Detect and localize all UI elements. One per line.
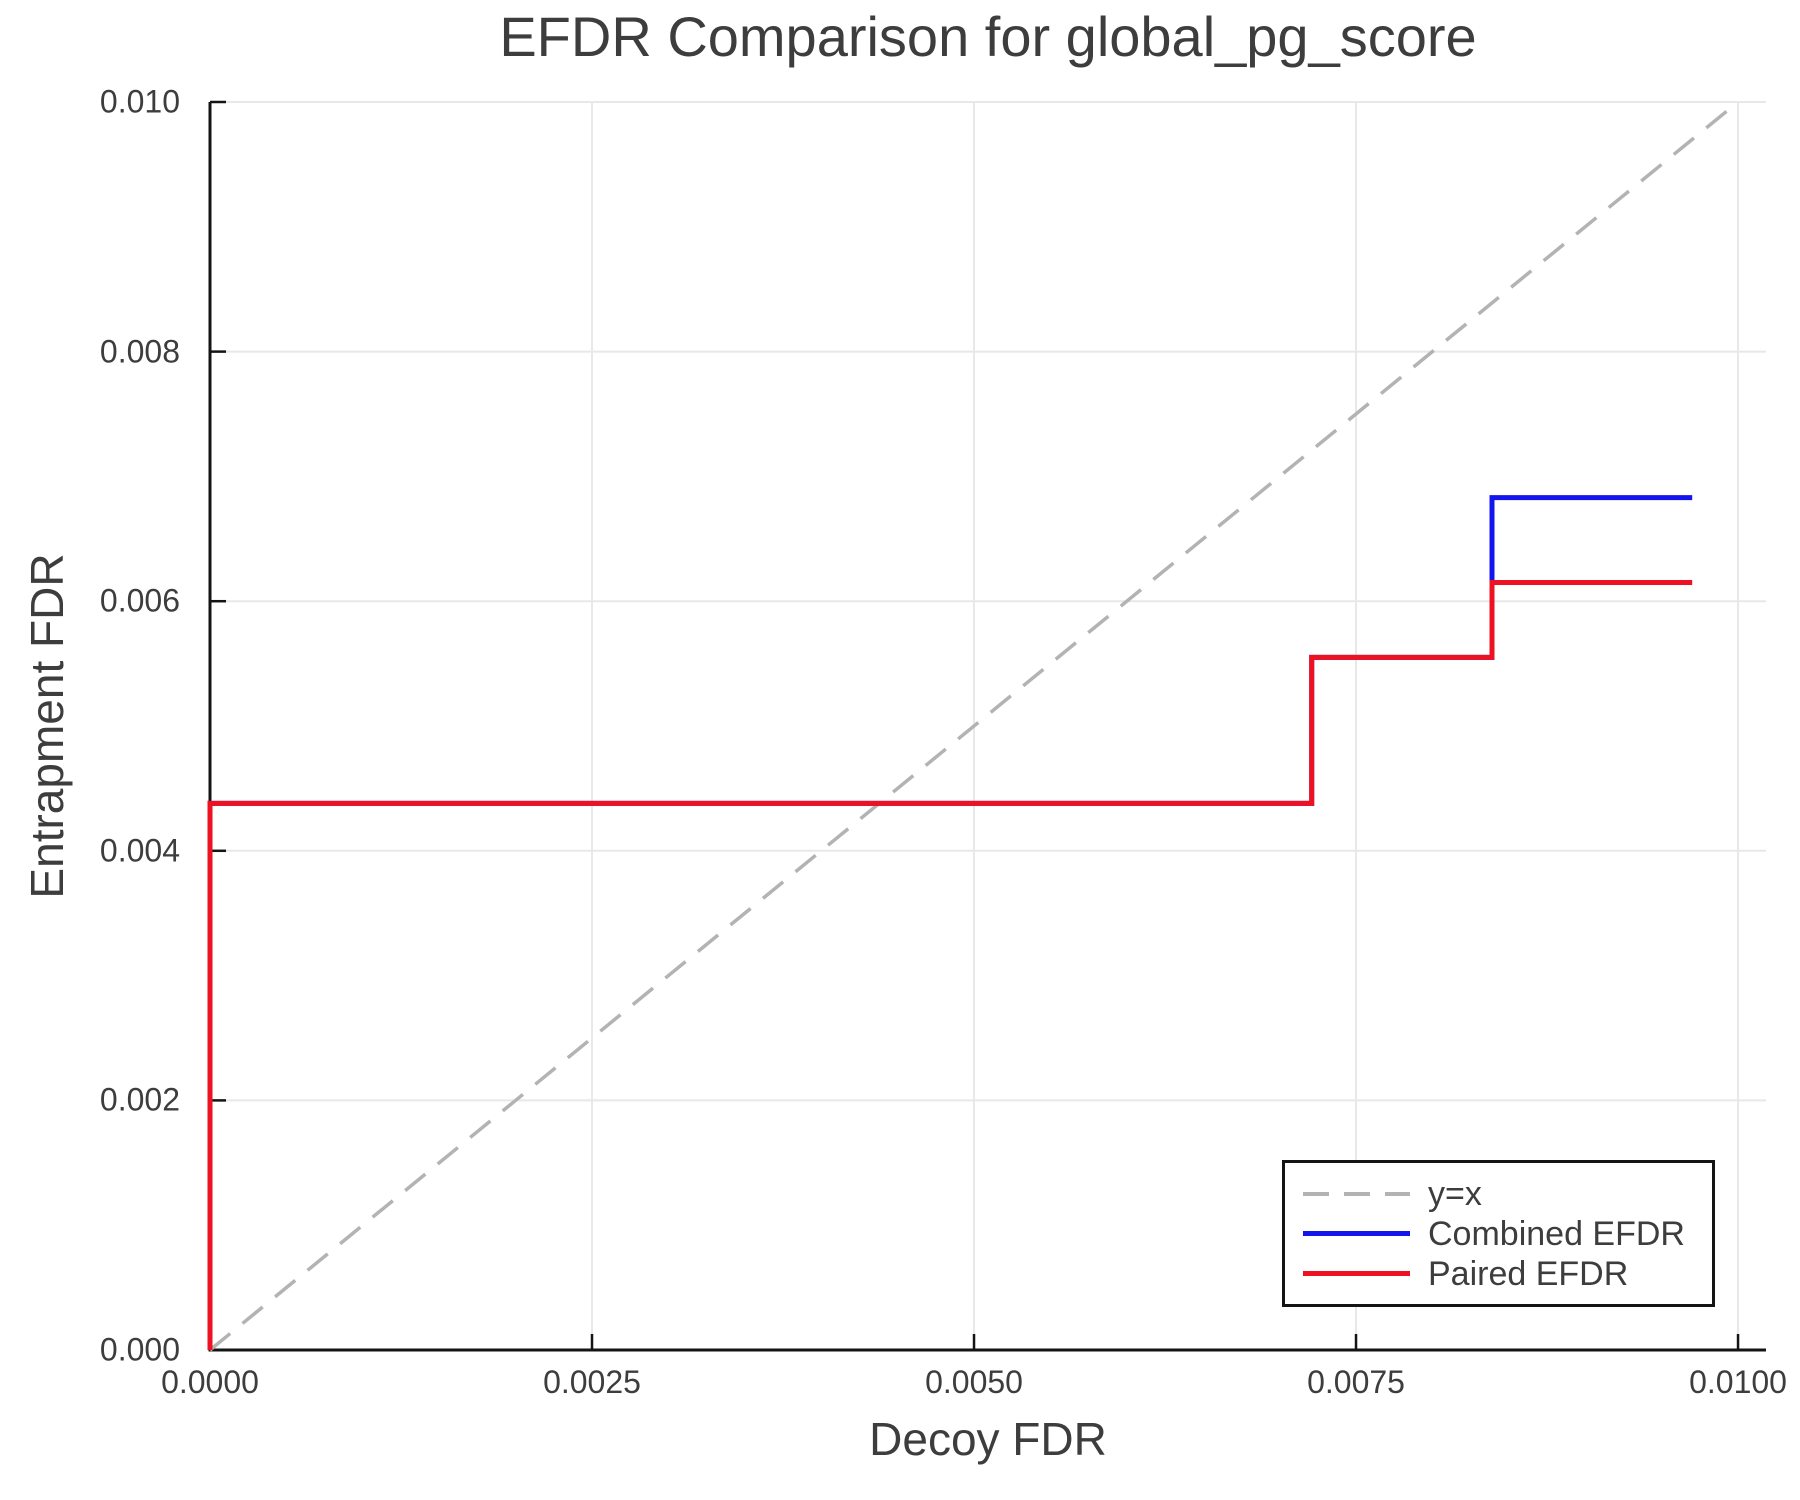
legend-label-identity: y=x xyxy=(1428,1174,1482,1213)
legend-entry-combined-efdr: Combined EFDR xyxy=(1303,1215,1694,1253)
legend-label-combined-efdr: Combined EFDR xyxy=(1428,1214,1685,1253)
paired-efdr-swatch-icon xyxy=(1303,1271,1410,1276)
combined-efdr-swatch-icon xyxy=(1303,1231,1410,1236)
x-tick-label: 0.0025 xyxy=(543,1364,641,1400)
x-tick-label: 0.0100 xyxy=(1689,1364,1787,1400)
x-tick-label: 0.0000 xyxy=(161,1364,259,1400)
x-tick-label: 0.0075 xyxy=(1307,1364,1405,1400)
y-tick-label: 0.008 xyxy=(99,333,180,370)
series-line-paired-efdr xyxy=(207,580,1693,1350)
legend-entry-identity: y=x xyxy=(1303,1175,1694,1213)
y-tick-label: 0.010 xyxy=(99,83,180,120)
y-tick-label: 0.004 xyxy=(99,832,180,869)
y-tick-label: 0.000 xyxy=(99,1331,180,1368)
legend-entry-paired-efdr: Paired EFDR xyxy=(1303,1255,1694,1293)
identity-line-swatch-icon xyxy=(1303,1191,1410,1196)
legend-label-paired-efdr: Paired EFDR xyxy=(1428,1254,1629,1293)
series-line-y-x xyxy=(208,100,1740,1352)
y-tick-label: 0.006 xyxy=(99,582,180,619)
x-axis-label: Decoy FDR xyxy=(869,1413,1107,1465)
x-tick-label: 0.0050 xyxy=(925,1364,1023,1400)
legend: y=x Combined EFDR Paired EFDR xyxy=(1282,1160,1715,1307)
y-tick-label: 0.002 xyxy=(99,1081,180,1118)
chart-title: EFDR Comparison for global_pg_score xyxy=(499,5,1477,68)
